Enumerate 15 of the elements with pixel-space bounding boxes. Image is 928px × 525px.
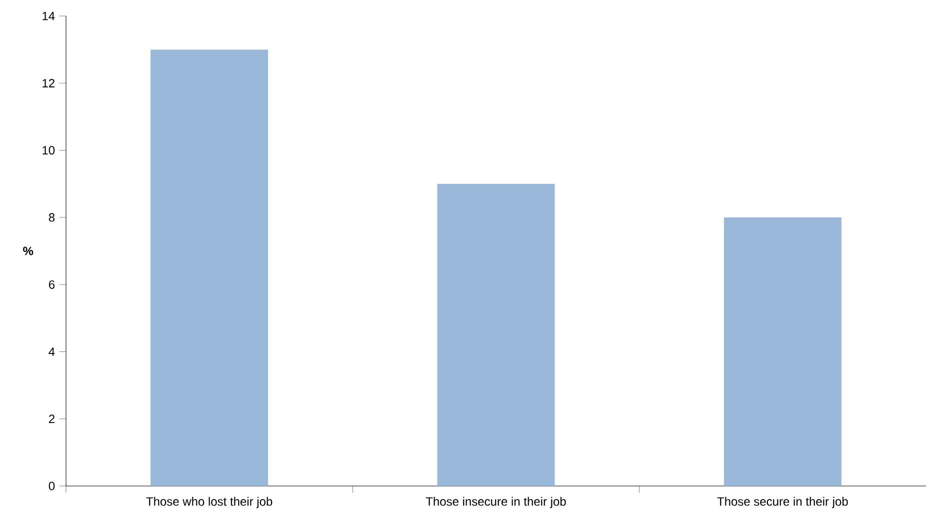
x-tick-label: Those insecure in their job [426, 496, 566, 508]
bar [437, 184, 555, 486]
bar [150, 50, 268, 486]
y-tick-label: 6 [49, 280, 55, 289]
y-tick-label: 10 [42, 146, 55, 155]
y-axis-title: % [23, 246, 34, 256]
y-tick-label: 14 [42, 12, 55, 20]
y-tick-label: 12 [42, 78, 54, 88]
y-tick-label: 8 [48, 213, 55, 222]
x-tick-label: Those who lost their job [146, 496, 272, 508]
x-tick-label: Those secure in their job [717, 496, 848, 508]
y-tick-label: 0 [48, 482, 55, 490]
y-tick-label: 2 [49, 414, 54, 424]
y-tick-label: 4 [48, 348, 55, 356]
bar [724, 217, 842, 486]
